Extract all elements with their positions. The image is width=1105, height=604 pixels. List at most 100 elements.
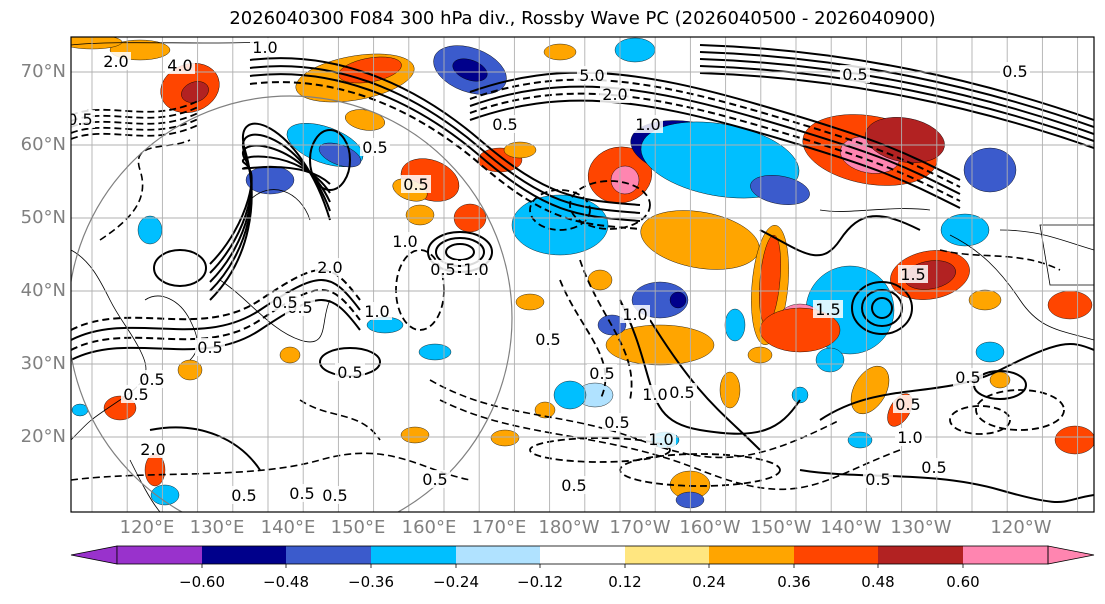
contour-cell (309, 129, 351, 191)
graticule (71, 37, 1094, 512)
contour-cell (529, 189, 591, 231)
contour-line (469, 78, 961, 188)
contour-label: 0.5 (362, 138, 387, 157)
colorbar-segment (878, 546, 963, 564)
divergence-cell (747, 346, 773, 364)
divergence-cell (177, 359, 203, 381)
divergence-cell (669, 291, 687, 309)
colorbar-tick-label: 0.60 (946, 573, 980, 591)
contour-label-bg (633, 115, 663, 133)
contour-cell (153, 249, 207, 287)
divergence-cell (614, 37, 656, 63)
contour-line (71, 289, 361, 351)
contour-label-bg (335, 363, 365, 381)
contour-label: 0.5 (337, 363, 362, 382)
divergence-cell (850, 365, 890, 415)
colorbar-segment (117, 546, 202, 564)
colorbar-segment (286, 546, 371, 564)
contour-label: 1.0 (897, 428, 922, 447)
lon-label: 130°E (189, 517, 245, 538)
contour-label: 0.5 (123, 385, 148, 404)
contour-label-bg (101, 52, 131, 70)
contour-cell (851, 281, 913, 335)
divergence-cell (610, 165, 640, 195)
contour-label: 1.0 (648, 430, 673, 449)
contour-label-bg (360, 138, 390, 156)
contour-label-bg (420, 470, 450, 488)
divergence-cell (137, 215, 163, 245)
contour-label-bg (121, 385, 151, 403)
contour-line (699, 58, 1094, 135)
divergence-cell (815, 347, 845, 373)
divergence-cell (750, 175, 810, 205)
colorbar-segment (540, 546, 625, 564)
contour-label: 0.5 (322, 486, 347, 505)
contour-label-bg (315, 258, 345, 276)
contour-line (249, 81, 641, 230)
colorbar-tick-label: 0.24 (692, 573, 726, 591)
contour-label: 5.0 (579, 66, 604, 85)
contour-line (619, 299, 801, 435)
contour-label-bg (461, 260, 491, 278)
rossby-wave-contours (71, 44, 1094, 503)
lat-label: 60°N (20, 134, 66, 155)
lon-label: 160°W (679, 517, 741, 538)
colorbar-frame (116, 545, 1049, 565)
coastline (949, 234, 1094, 341)
contour-label-bg (287, 484, 317, 502)
divergence-cell (724, 308, 746, 342)
contour-label-bg (195, 338, 225, 356)
contour-label-bg (646, 430, 676, 448)
contour-label-bg (138, 440, 168, 458)
contour-line (71, 117, 201, 134)
lon-label: 170°E (471, 517, 527, 538)
contour-label: 1.5 (815, 300, 840, 319)
contour-label: 0.5 (842, 65, 867, 84)
contour-line (429, 379, 841, 459)
contour-line (819, 343, 1094, 421)
contour-label-bg (863, 470, 893, 488)
contour-cell (529, 437, 671, 463)
contour-line (469, 99, 961, 209)
contour-label: 0.5 (561, 476, 586, 495)
divergence-cell (245, 165, 295, 195)
contour-label-bg (602, 413, 632, 431)
lon-label: 180°W (538, 517, 600, 538)
contour-label: 0.5 (589, 364, 614, 383)
divergence-cell (940, 213, 990, 247)
contour-label: 1.5 (900, 265, 925, 284)
divergence-cell (150, 484, 180, 506)
contour-line (71, 452, 471, 481)
coastline (219, 279, 331, 343)
contour-label-bg (250, 38, 280, 56)
contour-label-bg (898, 265, 928, 283)
contour-line (699, 44, 1094, 121)
contour-label-bg (893, 395, 923, 413)
lon-label: 140°E (260, 517, 316, 538)
contour-line (469, 92, 961, 202)
divergence-cell (963, 147, 1017, 193)
divergence-cell (759, 307, 841, 353)
contour-line (699, 72, 1094, 149)
divergence-cell (503, 141, 537, 159)
contour-line (469, 71, 961, 181)
contour-line (209, 133, 331, 292)
contour-line (579, 259, 633, 401)
contour-label: 0.5 (139, 370, 164, 389)
contour-line (559, 279, 607, 401)
contour-label: 0.5 (895, 395, 920, 414)
divergence-cell (605, 324, 715, 366)
colorbar-tick-label: −0.60 (179, 573, 225, 591)
contour-label: 0.5 (67, 110, 92, 129)
divergence-cell (587, 269, 613, 291)
contour-line (209, 155, 331, 274)
contour-label: 4.0 (167, 56, 192, 75)
contour-label-bg (362, 302, 392, 320)
contour-label: 0.5 (403, 175, 428, 194)
contour-label: 0.5 (535, 330, 560, 349)
contour-label: 0.5 (289, 484, 314, 503)
contour-label: 0.5 (921, 458, 946, 477)
map-frame (70, 36, 1095, 513)
lon-label: 150°W (750, 517, 812, 538)
